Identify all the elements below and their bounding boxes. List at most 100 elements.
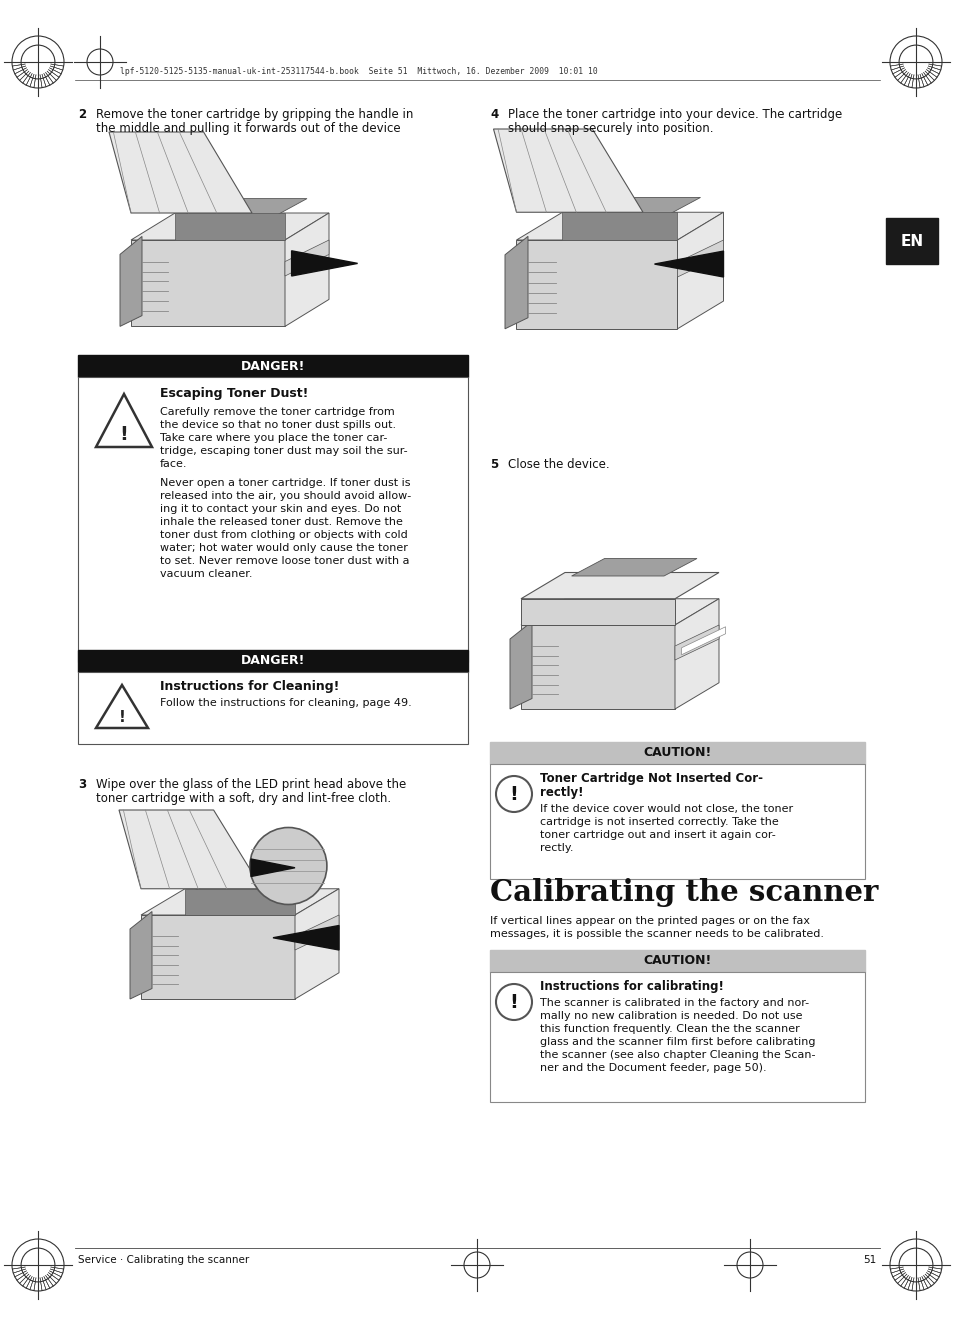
Text: toner dust from clothing or objects with cold: toner dust from clothing or objects with… (160, 529, 407, 540)
Text: face.: face. (160, 459, 188, 468)
Polygon shape (285, 214, 329, 326)
FancyBboxPatch shape (78, 356, 468, 377)
Text: released into the air, you should avoid allow-: released into the air, you should avoid … (160, 491, 411, 502)
Polygon shape (520, 598, 719, 625)
Text: rectly!: rectly! (539, 786, 583, 799)
Text: If the device cover would not close, the toner: If the device cover would not close, the… (539, 804, 792, 813)
Text: toner cartridge with a soft, dry and lint-free cloth.: toner cartridge with a soft, dry and lin… (96, 792, 391, 805)
Polygon shape (571, 559, 697, 576)
Polygon shape (675, 625, 719, 660)
Polygon shape (273, 925, 338, 950)
Text: messages, it is possible the scanner needs to be calibrated.: messages, it is possible the scanner nee… (490, 929, 823, 940)
Polygon shape (294, 889, 338, 999)
Text: cartridge is not inserted correctly. Take the: cartridge is not inserted correctly. Tak… (539, 817, 778, 827)
Polygon shape (520, 598, 675, 625)
Text: Service · Calibrating the scanner: Service · Calibrating the scanner (78, 1255, 249, 1265)
Text: Place the toner cartridge into your device. The cartridge: Place the toner cartridge into your devi… (507, 107, 841, 121)
Text: Follow the instructions for cleaning, page 49.: Follow the instructions for cleaning, pa… (160, 698, 412, 709)
Polygon shape (141, 916, 294, 999)
Text: DANGER!: DANGER! (240, 654, 305, 667)
Polygon shape (96, 394, 152, 447)
Text: Close the device.: Close the device. (507, 458, 609, 471)
Text: Instructions for calibrating!: Instructions for calibrating! (539, 981, 723, 993)
Text: glass and the scanner film first before calibrating: glass and the scanner film first before … (539, 1036, 815, 1047)
Text: lpf-5120-5125-5135-manual-uk-int-253117544-b.book  Seite 51  Mittwoch, 16. Dezem: lpf-5120-5125-5135-manual-uk-int-2531175… (120, 68, 598, 77)
Text: should snap securely into position.: should snap securely into position. (507, 122, 713, 135)
Polygon shape (131, 240, 285, 326)
Text: this function frequently. Clean the the scanner: this function frequently. Clean the the … (539, 1024, 799, 1034)
Polygon shape (130, 912, 152, 999)
Text: !: ! (509, 993, 517, 1011)
FancyBboxPatch shape (490, 950, 864, 971)
Text: mally no new calibration is needed. Do not use: mally no new calibration is needed. Do n… (539, 1011, 801, 1020)
Polygon shape (654, 251, 722, 277)
Text: Escaping Toner Dust!: Escaping Toner Dust! (160, 387, 308, 399)
Text: ing it to contact your skin and eyes. Do not: ing it to contact your skin and eyes. Do… (160, 504, 401, 514)
Circle shape (496, 985, 532, 1020)
Text: Take care where you place the toner car-: Take care where you place the toner car- (160, 433, 387, 443)
Text: DANGER!: DANGER! (240, 360, 305, 373)
Polygon shape (119, 809, 262, 889)
Text: CAUTION!: CAUTION! (642, 954, 711, 967)
Text: If vertical lines appear on the printed pages or on the fax: If vertical lines appear on the printed … (490, 916, 809, 926)
FancyBboxPatch shape (885, 218, 937, 264)
Text: 2: 2 (78, 107, 86, 121)
Polygon shape (562, 212, 677, 240)
Text: !: ! (509, 784, 517, 804)
Polygon shape (120, 236, 142, 326)
Polygon shape (680, 626, 725, 654)
Polygon shape (516, 240, 677, 329)
Polygon shape (504, 236, 527, 329)
FancyBboxPatch shape (78, 650, 468, 671)
Text: Toner Cartridge Not Inserted Cor-: Toner Cartridge Not Inserted Cor- (539, 772, 762, 786)
Text: !: ! (118, 710, 125, 725)
Text: 51: 51 (862, 1255, 875, 1265)
Polygon shape (131, 214, 329, 240)
Text: ner and the Document feeder, page 50).: ner and the Document feeder, page 50). (539, 1063, 766, 1074)
Polygon shape (141, 889, 338, 916)
Text: Calibrating the scanner: Calibrating the scanner (490, 878, 878, 906)
Polygon shape (292, 251, 357, 276)
Polygon shape (493, 129, 642, 212)
Text: EN: EN (900, 234, 923, 248)
Polygon shape (677, 212, 722, 329)
Polygon shape (520, 625, 675, 709)
Text: water; hot water would only cause the toner: water; hot water would only cause the to… (160, 543, 408, 553)
FancyBboxPatch shape (490, 971, 864, 1101)
Text: CAUTION!: CAUTION! (642, 747, 711, 759)
Polygon shape (251, 859, 294, 877)
Text: inhale the released toner dust. Remove the: inhale the released toner dust. Remove t… (160, 518, 402, 527)
Text: !: ! (119, 426, 129, 445)
Text: 4: 4 (490, 107, 497, 121)
Text: tridge, escaping toner dust may soil the sur-: tridge, escaping toner dust may soil the… (160, 446, 407, 456)
Circle shape (250, 828, 327, 905)
Text: rectly.: rectly. (539, 843, 573, 853)
Text: toner cartridge out and insert it again cor-: toner cartridge out and insert it again … (539, 829, 775, 840)
Text: The scanner is calibrated in the factory and nor-: The scanner is calibrated in the factory… (539, 998, 808, 1009)
Text: the scanner (see also chapter Cleaning the Scan-: the scanner (see also chapter Cleaning t… (539, 1050, 815, 1060)
Text: to set. Never remove loose toner dust with a: to set. Never remove loose toner dust wi… (160, 556, 409, 567)
Text: 3: 3 (78, 778, 86, 791)
Polygon shape (294, 916, 338, 950)
Polygon shape (185, 889, 294, 916)
Polygon shape (520, 572, 719, 598)
Polygon shape (569, 198, 700, 216)
FancyBboxPatch shape (78, 377, 468, 662)
FancyBboxPatch shape (490, 764, 864, 878)
Polygon shape (510, 621, 532, 709)
Text: Remove the toner cartridge by gripping the handle in: Remove the toner cartridge by gripping t… (96, 107, 413, 121)
Polygon shape (516, 212, 722, 240)
Text: vacuum cleaner.: vacuum cleaner. (160, 569, 253, 579)
Polygon shape (285, 240, 329, 276)
Polygon shape (109, 131, 252, 214)
Polygon shape (181, 199, 307, 216)
Text: Instructions for Cleaning!: Instructions for Cleaning! (160, 679, 339, 693)
FancyBboxPatch shape (490, 742, 864, 764)
Text: Carefully remove the toner cartridge from: Carefully remove the toner cartridge fro… (160, 407, 395, 417)
Polygon shape (174, 214, 285, 240)
Text: Wipe over the glass of the LED print head above the: Wipe over the glass of the LED print hea… (96, 778, 406, 791)
Polygon shape (675, 598, 719, 709)
FancyBboxPatch shape (78, 671, 468, 744)
Polygon shape (192, 874, 316, 892)
Polygon shape (96, 685, 148, 729)
